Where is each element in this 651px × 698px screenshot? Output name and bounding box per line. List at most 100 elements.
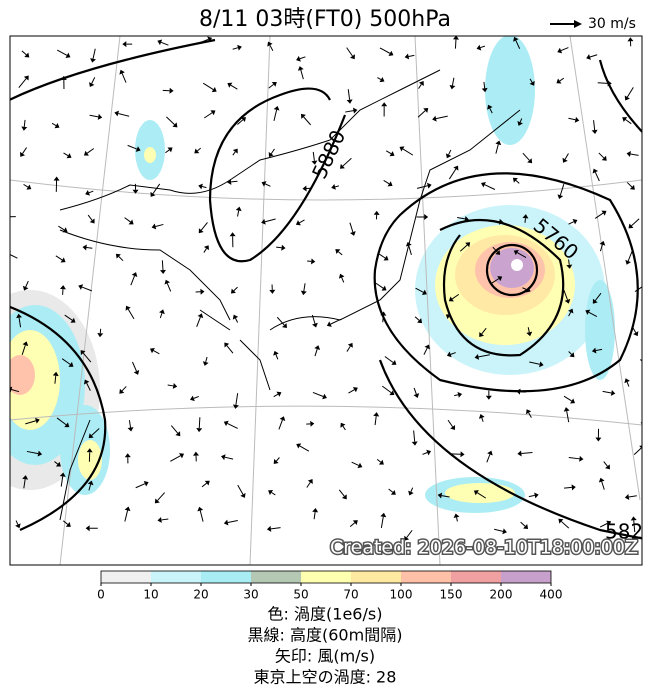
wind-shaft — [457, 216, 466, 220]
wind-head — [60, 75, 67, 80]
wind-head — [517, 121, 523, 126]
wind-shaft — [61, 358, 71, 365]
wind-head — [380, 311, 387, 316]
wind-shaft — [60, 476, 64, 487]
wind-head — [557, 47, 563, 54]
wind-shaft — [275, 354, 279, 360]
wind-head — [88, 433, 94, 439]
map-frame — [9, 35, 643, 566]
wind-shaft — [54, 375, 57, 384]
wind-head — [601, 155, 607, 161]
wind-shaft — [489, 220, 500, 223]
wind-shaft — [11, 389, 20, 393]
wind-head — [373, 412, 380, 417]
wind-head — [85, 525, 90, 532]
wind-head — [143, 480, 149, 487]
wind-head — [22, 285, 29, 291]
wind-shaft — [18, 78, 27, 89]
colorbar-segment — [201, 571, 251, 583]
wind-head — [26, 184, 32, 190]
wind-shaft — [237, 210, 240, 217]
colorbar-tick-label: 50 — [293, 588, 308, 602]
wind-shaft — [601, 481, 605, 490]
wind-head — [445, 314, 451, 320]
wind-head — [411, 441, 418, 446]
wind-head — [276, 391, 282, 397]
wind-head — [133, 370, 140, 375]
wind-head — [167, 147, 173, 153]
wind-head — [65, 52, 71, 58]
wind-shaft — [598, 152, 605, 159]
wind-shaft — [224, 456, 234, 460]
wind-shaft — [520, 521, 526, 527]
wind-head — [312, 322, 318, 328]
wind-head — [495, 249, 501, 255]
wind-shaft — [448, 149, 452, 155]
wind-head — [534, 492, 539, 499]
wind-head — [437, 492, 443, 499]
wind-shaft — [82, 352, 92, 363]
wind-head — [517, 450, 522, 457]
wind-shaft — [230, 84, 238, 90]
wind-head — [630, 516, 637, 521]
wind-head — [563, 407, 570, 412]
wind-shaft — [160, 41, 169, 46]
wind-head — [311, 160, 318, 165]
wind-shaft — [233, 286, 238, 292]
wind-head — [595, 437, 602, 442]
wind-shaft — [300, 69, 304, 80]
wind-shaft — [264, 218, 276, 223]
wind-shaft — [632, 327, 637, 333]
wind-shaft — [124, 217, 131, 223]
wind-head — [80, 350, 86, 356]
wind-shaft — [529, 78, 533, 83]
wind-shaft — [435, 115, 448, 120]
wind-head — [60, 257, 66, 263]
wind-head — [526, 331, 533, 337]
wind-shaft — [170, 425, 179, 434]
wind-shaft — [161, 260, 164, 271]
wind-head — [179, 453, 185, 459]
wind-head — [268, 152, 274, 158]
wind-head — [193, 451, 200, 456]
wind-head — [172, 382, 178, 389]
wind-shaft — [130, 275, 136, 286]
colorbar-frame — [100, 570, 552, 584]
wind-head — [235, 206, 242, 212]
wind-head — [516, 388, 521, 395]
legend-line: 色: 渦度(1e6/s) — [268, 605, 383, 624]
wind-shaft — [273, 393, 279, 398]
wind-head — [387, 181, 393, 187]
wind-shaft — [522, 152, 530, 161]
wind-shaft — [494, 528, 504, 532]
wind-head — [282, 323, 287, 329]
wind-head — [446, 351, 452, 358]
wind-shaft — [566, 410, 570, 423]
wind-shaft — [379, 47, 391, 54]
wind-head — [417, 318, 423, 324]
title: 8/11 03時(FT0) 500hPa — [199, 7, 451, 32]
wind-shaft — [23, 183, 29, 188]
wind-shaft — [448, 168, 457, 180]
wind-head — [465, 242, 471, 248]
wind-shaft — [86, 382, 91, 391]
vorticity-shading — [10, 36, 615, 513]
wind-head — [279, 416, 286, 421]
wind-shaft — [568, 117, 576, 121]
wind-head — [432, 115, 437, 122]
legend-line: 黒線: 高度(60m間隔) — [248, 626, 403, 645]
wind-head — [487, 104, 493, 110]
wind-head — [131, 272, 138, 277]
wind-shaft — [55, 255, 63, 261]
wind-head — [539, 361, 544, 368]
wind-shaft — [414, 316, 420, 321]
wind-head — [383, 255, 389, 261]
wind-head — [476, 44, 482, 51]
wind-shaft — [56, 49, 68, 56]
wind-shaft — [382, 385, 392, 394]
wind-head — [579, 455, 584, 462]
wind-head — [70, 317, 76, 323]
wind-shaft — [406, 529, 413, 538]
wind-head — [625, 259, 631, 265]
colorbar-tick-label: 100 — [390, 588, 413, 602]
